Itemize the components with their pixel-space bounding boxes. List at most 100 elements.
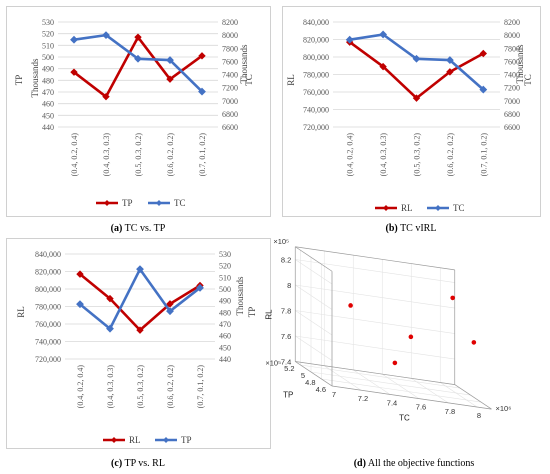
point-marker-rl <box>106 294 114 303</box>
point-marker-tc <box>412 54 421 63</box>
point-marker-tc <box>166 56 174 64</box>
left-axis-unit: Thousands <box>30 58 40 97</box>
grid-line <box>295 335 333 361</box>
left-axis-title: RL <box>286 74 296 86</box>
right-tick-label: 7800 <box>504 44 520 53</box>
tc-tick-label: 7 <box>332 390 336 399</box>
right-tick-label: 530 <box>219 250 231 259</box>
right-axis-title: TC <box>523 74 533 86</box>
tc-axis-line <box>331 385 492 410</box>
category-label: (0.4, 0.3, 0.3) <box>102 133 111 177</box>
left-tick-label: 460 <box>42 100 54 109</box>
legend-label-rl: RL <box>401 203 413 213</box>
scatter-point <box>348 303 353 308</box>
right-tick-label: 8000 <box>504 31 520 40</box>
grid-line <box>310 371 471 396</box>
right-tick-label: 7000 <box>222 97 238 106</box>
caption-d: (d) All the objective functions <box>354 458 475 469</box>
legend-marker-rl <box>383 205 389 211</box>
scatter-point <box>408 334 414 340</box>
rl-multiplier: ×10⁵ <box>273 237 289 246</box>
grid-line <box>295 259 333 285</box>
grid-line <box>295 284 333 310</box>
point-marker-tp <box>198 52 206 60</box>
tc-tick-label: 7.8 <box>445 407 455 416</box>
point-marker-tp <box>166 307 174 316</box>
category-label: (0.4, 0.3, 0.3) <box>379 133 388 177</box>
tp-axis-line <box>295 361 333 387</box>
grid-line <box>411 378 449 404</box>
right-tick-label: 460 <box>219 332 231 341</box>
left-tick-label: 720,000 <box>35 355 61 364</box>
tp-tick-label: 5 <box>301 371 305 380</box>
left-tick-label: 760,000 <box>303 88 329 97</box>
category-label: (0.5, 0.3, 0.2) <box>136 365 145 409</box>
left-axis-title: TP <box>14 75 24 86</box>
rl-tick-label: 8.2 <box>281 256 291 265</box>
point-marker-tc <box>134 54 142 63</box>
left-tick-label: 780,000 <box>35 303 61 312</box>
left-tick-label: 840,000 <box>35 250 61 259</box>
tc-axis-title: TC <box>399 414 410 423</box>
right-tick-label: 7400 <box>504 71 520 80</box>
left-axis-title: RL <box>16 306 26 318</box>
caption-a: (a) TC vs. TP <box>111 223 166 234</box>
point-marker-rl <box>412 94 421 102</box>
category-label: (0.6, 0.2, 0.2) <box>166 365 175 409</box>
category-label: (0.4, 0.2, 0.4) <box>76 365 85 409</box>
left-tick-label: 450 <box>42 111 54 120</box>
right-tick-label: 6800 <box>222 110 238 119</box>
grid-line <box>295 284 455 309</box>
category-label: (0.6, 0.2, 0.2) <box>166 133 175 177</box>
right-tick-label: 7000 <box>504 97 520 106</box>
right-axis-title: TC <box>244 74 254 86</box>
rl-tick-label: 8 <box>287 281 291 290</box>
point-marker-tc <box>479 85 488 94</box>
legend-marker-tp <box>104 200 110 206</box>
tp-axis-title: TP <box>283 391 293 400</box>
legend-marker-rl <box>111 437 117 443</box>
left-tick-label: 520 <box>42 30 54 39</box>
right-tick-label: 500 <box>219 285 231 294</box>
box-edge <box>295 246 455 271</box>
panel-a-frame <box>6 6 271 217</box>
point-marker-tp <box>166 75 174 83</box>
point-marker-tp <box>136 265 144 274</box>
right-tick-label: 6800 <box>504 110 520 119</box>
grid-line <box>300 364 461 389</box>
left-tick-label: 530 <box>42 18 54 27</box>
point-marker-tp <box>196 283 204 292</box>
right-tick-label: 510 <box>219 273 231 282</box>
grid-line <box>321 378 482 403</box>
box-edge <box>454 384 492 410</box>
right-tick-label: 7600 <box>504 57 520 66</box>
right-tick-label: 470 <box>219 320 231 329</box>
right-tick-label: 7600 <box>222 57 238 66</box>
tc-tick-label: 7.2 <box>358 394 368 403</box>
grid-line <box>295 310 455 334</box>
right-tick-label: 440 <box>219 355 231 364</box>
right-axis-unit: Thousands <box>239 44 249 83</box>
category-label: (0.7, 0.1, 0.2) <box>198 133 207 177</box>
rl-axis-title: RL <box>264 309 273 320</box>
tp-tick-label: 4.6 <box>316 385 326 394</box>
rl-tick-label: 7.4 <box>281 358 291 367</box>
category-label: (0.5, 0.3, 0.2) <box>413 133 422 177</box>
box-edge <box>295 246 333 272</box>
tc-tick-label: 7.4 <box>387 398 397 407</box>
point-marker-tc <box>345 35 354 44</box>
right-tick-label: 7800 <box>222 44 238 53</box>
legend-marker-tc <box>156 200 162 206</box>
point-marker-tp <box>70 68 78 76</box>
legend-label-tc: TC <box>174 198 186 208</box>
right-tick-label: 450 <box>219 343 231 352</box>
left-tick-label: 500 <box>42 53 54 62</box>
panel-d-chart: 7 7.2 7.4 7.6 7.8 84.64.855.27.47.67.888.2RL×… <box>264 237 511 423</box>
point-marker-tc <box>198 87 206 96</box>
grid-line <box>353 369 391 395</box>
panel-b-frame <box>282 6 541 217</box>
panel-b-chart: 720,000 740,000 760,000 780,000 800,000 820,0… <box>286 18 533 213</box>
right-axis-unit: Thousands <box>235 276 245 315</box>
right-tick-label: 490 <box>219 297 231 306</box>
